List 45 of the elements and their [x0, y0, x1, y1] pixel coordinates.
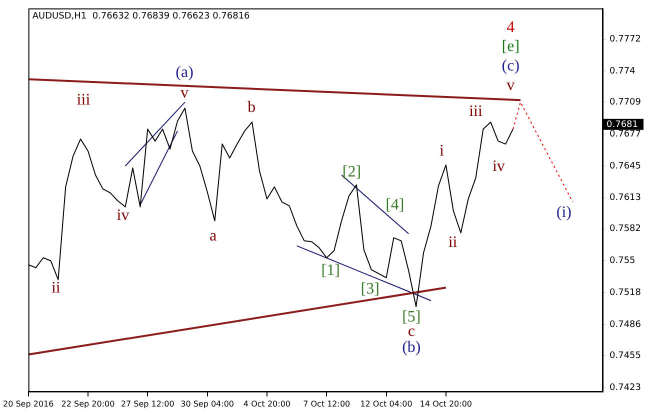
annotation: 4	[506, 18, 515, 36]
y-tick-label: 0.7709	[610, 98, 642, 108]
annotation: iv	[492, 158, 505, 175]
y-tick-label: 0.7645	[610, 161, 642, 172]
annotation: a	[209, 227, 217, 244]
annotation: c	[408, 322, 415, 340]
y-tick-label: 0.7423	[610, 382, 642, 393]
annotation: i	[440, 142, 445, 160]
annotation: (c)	[502, 57, 520, 74]
y-tick-label: 0.7455	[610, 350, 642, 361]
annotation: (a)	[176, 64, 194, 82]
y-tick-label: 0.7772	[610, 34, 642, 45]
annotation: [e]	[502, 38, 520, 56]
annotation: iii	[76, 91, 91, 108]
y-tick-label: 0.7677	[610, 129, 642, 140]
annotation: v	[506, 76, 515, 94]
y-tick-label: 0.7613	[610, 193, 642, 204]
annotation: iii	[469, 102, 483, 120]
annotation: (i)	[556, 204, 572, 222]
chart-title: AUDUSD,H1 0.76632 0.76839 0.76623 0.76816	[32, 12, 250, 22]
annotation: iv	[116, 207, 130, 224]
x-tick-label: 7 Oct 12:00	[303, 399, 350, 408]
x-tick-label: 4 Oct 20:00	[243, 399, 290, 408]
annotation: [1]	[321, 262, 340, 280]
y-tick-label: 0.755	[610, 256, 636, 266]
y-tick-label: 0.7518	[610, 288, 642, 298]
x-tick-label: 22 Sep 20:00	[61, 399, 115, 408]
annotation: b	[248, 98, 256, 116]
x-tick-label: 27 Sep 12:00	[120, 399, 174, 408]
annotation: ii	[51, 279, 61, 296]
x-tick-label: 30 Sep 04:00	[180, 399, 234, 408]
annotation: [3]	[360, 280, 380, 298]
annotation: v	[180, 84, 189, 102]
annotation: (b)	[402, 339, 421, 356]
x-tick-label: 14 Oct 20:00	[420, 399, 472, 408]
y-tick-label: 0.7582	[610, 224, 642, 234]
y-tick-label: 0.774	[610, 66, 636, 77]
text: 0.7681	[606, 120, 638, 130]
y-tick-label: 0.7486	[610, 320, 642, 330]
annotation: [5]	[402, 308, 421, 326]
annotation: [4]	[386, 196, 404, 214]
annotation: ii	[448, 234, 458, 252]
x-tick-label: 12 Oct 04:00	[360, 399, 412, 408]
x-tick-label: 20 Sep 2016	[3, 399, 54, 408]
annotation: [2]	[342, 164, 362, 181]
